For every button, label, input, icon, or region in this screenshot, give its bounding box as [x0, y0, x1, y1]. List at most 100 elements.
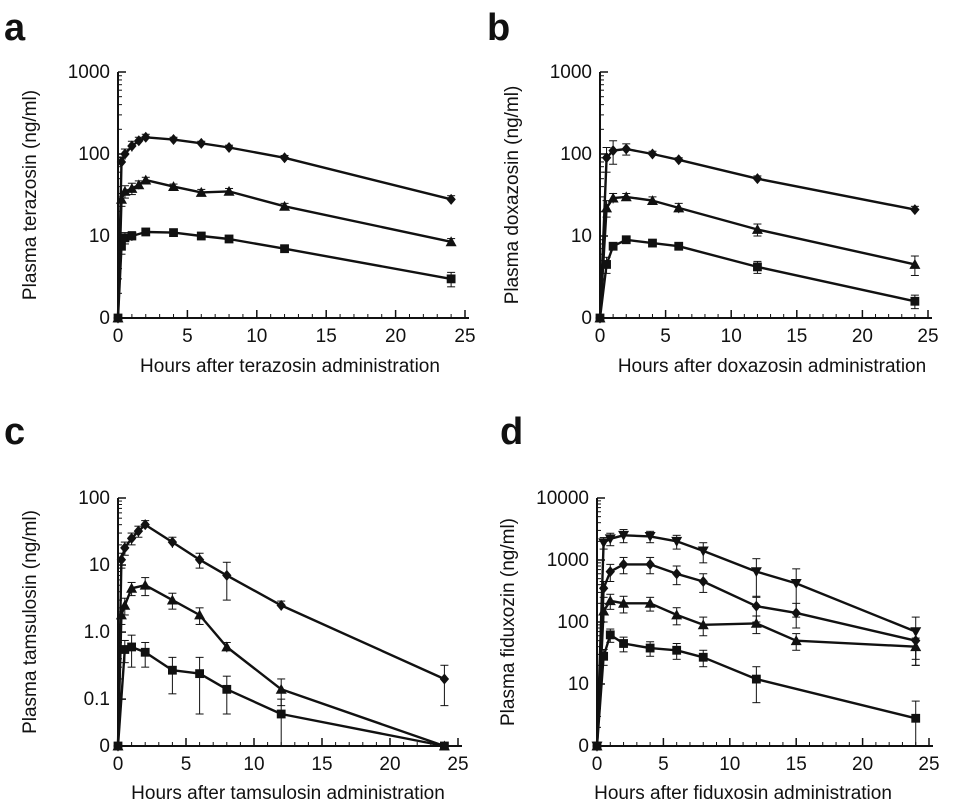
data-point-b-square	[674, 241, 684, 251]
data-point-c-triangle	[139, 579, 151, 590]
x-axis-label-d: Hours after fiduxosin administration	[594, 783, 892, 804]
data-point-a-triangle	[279, 200, 291, 211]
data-point-b-triangle	[620, 191, 632, 202]
panel-letter-b: b	[487, 7, 510, 49]
y-tick-label-d: 100	[557, 612, 589, 633]
data-point-a-triangle	[115, 193, 127, 204]
data-point-c-triangle	[275, 683, 287, 694]
y-axis-label-b: Plasma doxazosin (ng/ml)	[502, 86, 523, 305]
data-point-d-triangle-down	[618, 530, 630, 541]
data-point-c-square	[168, 665, 177, 675]
x-tick-label-d: 25	[918, 754, 939, 775]
data-point-d-diamond	[791, 607, 801, 619]
y-tick-label-b: 10	[571, 226, 592, 247]
x-tick-label-d: 10	[719, 754, 740, 775]
data-point-d-square	[698, 652, 708, 662]
x-tick-label-b: 5	[660, 326, 671, 347]
x-tick-label-c: 25	[447, 754, 468, 775]
data-point-a-diamond	[127, 140, 137, 152]
data-point-a-diamond	[279, 152, 290, 164]
data-point-c-square	[140, 647, 150, 657]
data-point-a-square	[446, 274, 456, 284]
data-point-b-square	[595, 313, 605, 323]
data-point-a-square	[196, 231, 206, 241]
series-line-c-2	[116, 584, 445, 748]
data-point-b-diamond	[647, 148, 658, 160]
data-point-a-diamond	[134, 135, 144, 147]
x-tick-label-c: 0	[113, 754, 124, 775]
data-point-a-triangle	[195, 186, 207, 197]
x-tick-label-c: 15	[311, 754, 332, 775]
panel-c: c Plasma tamsulosin (ng/ml) Hours after …	[4, 411, 469, 804]
series-line-a-1	[116, 136, 452, 319]
panel-b: b Plasma doxazosin (ng/ml) Hours after d…	[487, 7, 939, 377]
data-point-c-diamond	[167, 536, 178, 548]
data-point-c-diamond	[126, 532, 137, 544]
x-axis-label-b: Hours after doxazosin administration	[618, 356, 926, 377]
x-tick-label-d: 5	[658, 754, 669, 775]
data-point-a-triangle	[126, 182, 138, 193]
y-tick-label-c: 100	[78, 488, 110, 509]
data-point-a-diamond	[224, 142, 234, 154]
data-point-d-triangle-down	[604, 534, 616, 545]
data-point-b-diamond	[608, 145, 618, 157]
data-point-c-square	[222, 684, 232, 694]
x-tick-label-a: 10	[246, 326, 267, 347]
data-point-c-square	[127, 642, 136, 652]
panel-letter-a: a	[4, 7, 26, 49]
x-tick-label-d: 15	[786, 754, 807, 775]
data-point-a-triangle	[168, 181, 180, 192]
data-point-d-diamond	[605, 566, 615, 578]
x-tick-label-b: 0	[595, 326, 606, 347]
data-point-b-triangle	[607, 192, 619, 203]
x-tick-label-a: 25	[454, 326, 475, 347]
data-point-a-diamond	[196, 137, 206, 149]
data-point-b-triangle	[909, 258, 921, 269]
data-point-a-diamond	[120, 148, 130, 160]
x-tick-label-a: 5	[182, 326, 193, 347]
data-point-d-square	[911, 713, 921, 723]
x-tick-label-d: 20	[852, 754, 873, 775]
data-point-c-triangle	[115, 609, 127, 620]
data-point-a-square	[224, 234, 234, 244]
data-point-d-diamond	[672, 568, 682, 580]
x-tick-label-a: 15	[316, 326, 337, 347]
x-axis-label-c: Hours after tamsulosin administration	[131, 783, 445, 804]
data-point-c-diamond	[116, 554, 127, 566]
data-point-b-square	[608, 241, 618, 251]
data-point-d-triangle	[618, 597, 630, 608]
data-point-a-triangle	[119, 185, 131, 196]
panel-letter-c: c	[4, 411, 25, 453]
y-tick-label-a: 0	[99, 308, 110, 329]
x-tick-label-a: 0	[113, 326, 124, 347]
y-tick-label-d: 1000	[547, 550, 589, 571]
data-point-c-diamond	[222, 569, 232, 581]
data-point-b-triangle	[646, 195, 658, 206]
y-tick-label-d: 10	[568, 674, 589, 695]
data-point-d-triangle	[910, 641, 922, 652]
x-tick-label-b: 20	[852, 326, 873, 347]
data-point-c-triangle	[221, 641, 233, 652]
data-point-d-square	[645, 643, 655, 653]
data-point-d-triangle	[697, 619, 709, 630]
data-point-d-square	[592, 741, 602, 751]
y-tick-label-b: 0	[581, 308, 592, 329]
data-point-b-diamond	[621, 143, 631, 155]
y-tick-label-c: 1.0	[84, 622, 110, 643]
data-point-c-diamond	[120, 542, 130, 554]
y-axis-label-d: Plasma fiduxozin (ng/ml)	[498, 518, 519, 726]
data-point-c-triangle	[126, 582, 138, 593]
data-point-d-triangle	[671, 609, 683, 620]
series-line-b-3	[598, 238, 916, 319]
data-point-c-square	[276, 709, 286, 719]
y-axis-label-a: Plasma terazosin (ng/ml)	[20, 90, 41, 300]
data-point-d-triangle	[750, 617, 762, 628]
data-point-a-square	[127, 231, 137, 241]
data-point-a-triangle	[223, 185, 235, 196]
data-point-d-triangle	[790, 635, 802, 646]
data-point-d-diamond	[645, 558, 655, 570]
data-point-b-triangle	[601, 202, 613, 213]
data-point-d-square	[599, 651, 609, 661]
y-tick-label-d: 0	[578, 736, 589, 757]
